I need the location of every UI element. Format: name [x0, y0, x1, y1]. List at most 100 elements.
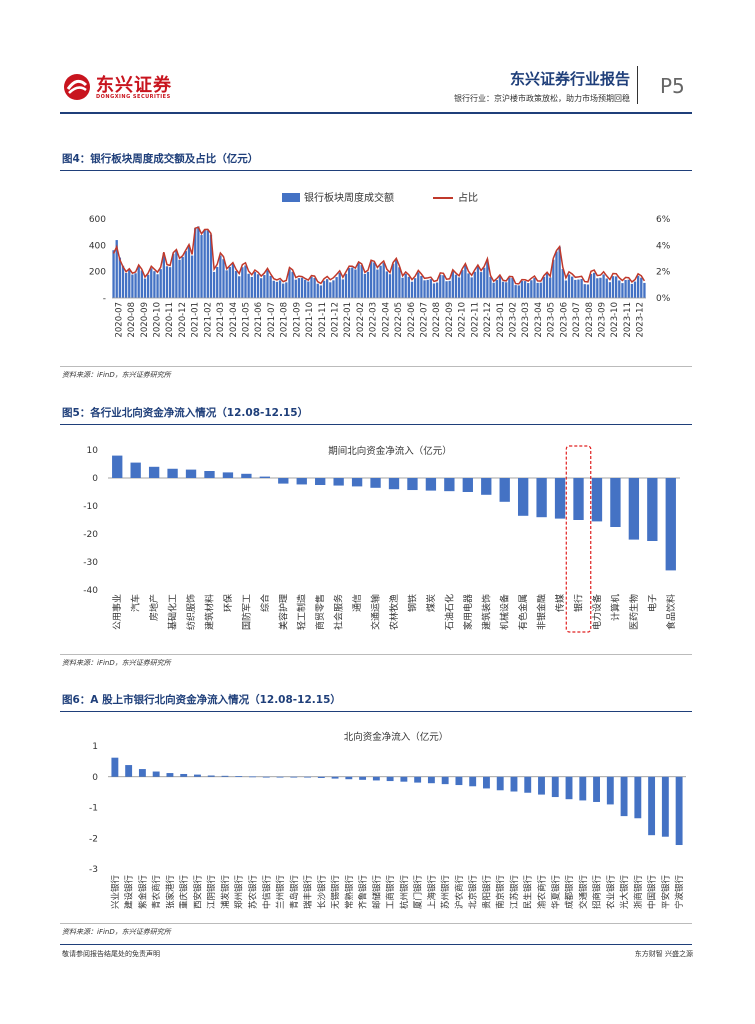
fig4-x-tick-label: 2023-09 — [598, 302, 608, 338]
y-left-tick-label: - — [103, 294, 106, 304]
fig5-bar — [296, 478, 307, 485]
fig4-x-tick-label: 2023-04 — [534, 302, 544, 338]
fig6-category-label: 中信银行 — [261, 875, 272, 910]
fig4-bar — [115, 240, 118, 298]
fig5-category-label: 综合 — [259, 594, 271, 612]
fig4-bar — [322, 280, 326, 298]
fig4-bar — [159, 269, 162, 298]
fig4-bar — [417, 272, 420, 298]
fig4-bar — [313, 278, 316, 298]
fig4-bar — [564, 280, 568, 298]
fig4-bar — [586, 284, 590, 298]
fig4-x-tick-label: 2022-12 — [483, 302, 493, 338]
fig6-category-label: 渝农商行 — [537, 875, 548, 910]
fig5-bar — [370, 478, 381, 488]
fig4-x-tick-label: 2022-07 — [420, 302, 430, 338]
fig4-x-tick-label: 2022-08 — [432, 302, 442, 338]
fig4-bar — [263, 275, 266, 298]
fig4-bar — [369, 261, 373, 298]
fig6-bar — [262, 776, 270, 778]
fig5-bar — [315, 478, 326, 485]
fig4-bar — [574, 279, 577, 298]
fig4-x-tick-label: 2021-04 — [229, 302, 239, 338]
fig5-category-label: 美容护理 — [277, 594, 289, 630]
fig5-bar — [573, 478, 584, 520]
fig4-bar — [222, 259, 225, 298]
fig5-title: 图5：各行业北向资金净流入情况（12.08-12.15） — [62, 407, 309, 419]
fig5-bottom-rule — [60, 654, 692, 655]
fig4-bar — [124, 273, 128, 298]
fig4-bar — [181, 256, 184, 298]
fig6-bar — [111, 757, 119, 777]
fig6-bar — [634, 776, 642, 819]
fig4-x-tick-label: 2023-11 — [623, 302, 633, 338]
fig5-category-label: 有色金属 — [517, 594, 529, 630]
fig4-bar — [479, 272, 483, 298]
fig6-category-label: 宁波银行 — [674, 875, 685, 910]
fig4-bar — [354, 269, 357, 298]
fig6-category-label: 杭州银行 — [399, 875, 410, 910]
fig4-bar — [241, 267, 244, 298]
fig4-x-tick-label: 2020-07 — [114, 302, 124, 338]
fig4-x-tick-label: 2020-10 — [153, 302, 163, 338]
fig6-bar — [648, 776, 656, 836]
fig5-category-label: 煤炭 — [425, 594, 437, 612]
y-right-tick-label: 2% — [656, 268, 671, 278]
fig6-category-label: 苏农银行 — [248, 875, 259, 910]
fig6-chart-title: 北向资金净流入（亿元） — [344, 731, 449, 743]
fig4-bar — [571, 276, 574, 298]
fig6-category-label: 北京银行 — [468, 875, 479, 910]
fig4-x-tick-label: 2020-08 — [127, 302, 137, 338]
fig6-category-label: 张家港行 — [165, 875, 176, 910]
fig5-category-label: 房地产 — [148, 594, 160, 621]
fig4-title: 图4：银行板块周度成交额及占比（亿元） — [62, 153, 259, 165]
fig6-bar — [359, 776, 367, 780]
fig5-category-label: 国防军工 — [240, 594, 252, 630]
fig4-bar — [137, 265, 140, 298]
fig6-bar — [180, 773, 188, 777]
logo-text-en: DONGXING SECURITIES — [96, 94, 171, 100]
logo-icon — [64, 74, 90, 100]
fig4-bar — [407, 276, 411, 298]
fig6-bar — [207, 775, 215, 777]
fig4-bar — [234, 270, 238, 298]
fig4-bar — [410, 281, 414, 298]
fig5-source: 资料来源：iFinD，东兴证券研究所 — [62, 659, 171, 667]
fig4-bar — [517, 285, 520, 298]
fig5-highlight-box — [565, 445, 592, 633]
fig4-bar — [520, 280, 524, 298]
fig4-bar — [291, 271, 294, 298]
fig4-bar — [297, 278, 301, 298]
fig6-category-label: 齐鲁银行 — [358, 875, 369, 910]
fig4-bar — [206, 230, 209, 298]
fig4-bar — [150, 268, 153, 298]
y-tick-label: -30 — [83, 558, 98, 568]
fig6-category-label: 建设银行 — [124, 875, 135, 910]
fig4-x-tick-label: 2021-08 — [280, 302, 290, 338]
fig4-bar — [621, 283, 624, 298]
fig4-bar — [338, 272, 341, 298]
fig4-bar — [304, 279, 307, 298]
fig4-bar — [131, 274, 134, 298]
fig4-bar — [429, 279, 432, 298]
fig4-bar — [344, 273, 348, 298]
fig5-bar — [222, 472, 234, 478]
fig4-x-tick-label: 2023-12 — [636, 302, 646, 338]
fig4-bar — [300, 277, 304, 298]
fig4-bar — [445, 281, 448, 298]
fig4-bottom-rule — [60, 366, 692, 367]
fig6-category-label: 平安银行 — [660, 875, 671, 910]
fig5-bar — [185, 469, 197, 478]
fig6-bar — [276, 776, 284, 778]
fig6-category-label: 工商银行 — [385, 875, 396, 910]
fig5-category-label: 建筑装饰 — [480, 594, 492, 630]
fig6-category-label: 兰州银行 — [275, 875, 286, 910]
fig4-bar — [219, 255, 222, 298]
fig5-bar — [554, 478, 566, 519]
fig6-category-label: 成都银行 — [564, 875, 575, 910]
fig5-bar — [591, 478, 603, 522]
fig4-bar — [360, 265, 363, 298]
fig5-category-label: 汽车 — [130, 594, 142, 612]
y-left-tick-label: 400 — [89, 241, 106, 251]
